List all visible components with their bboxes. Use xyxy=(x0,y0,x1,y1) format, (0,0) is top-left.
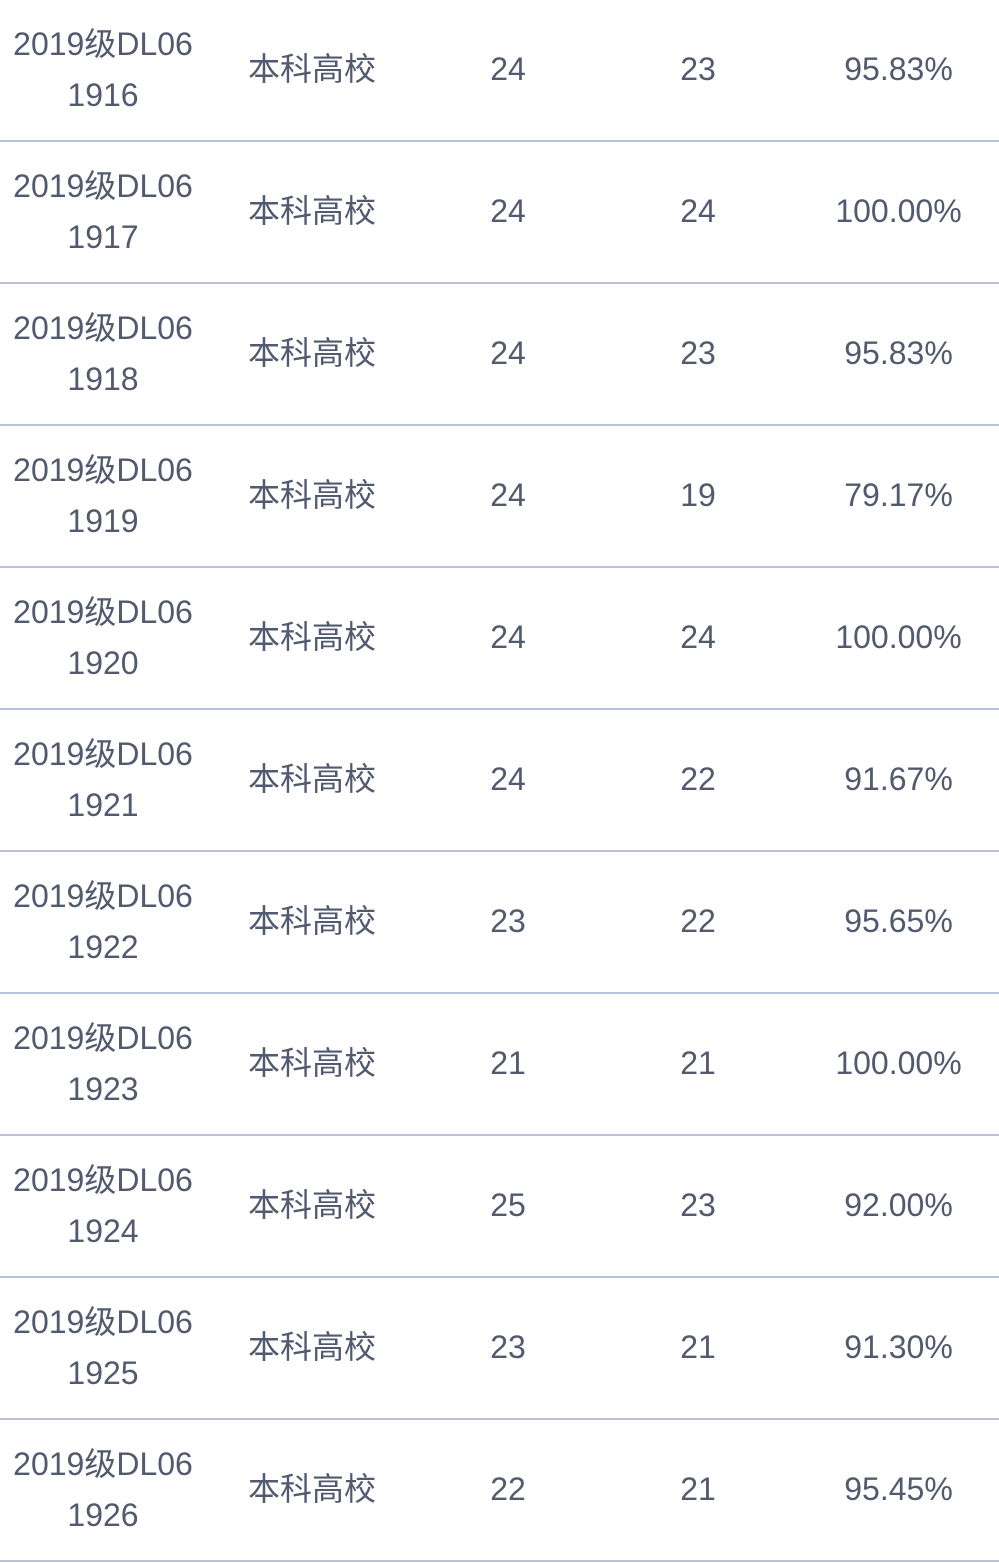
school-type-cell: 本科高校 xyxy=(247,903,376,940)
passed-count-cell: 22 xyxy=(680,903,716,940)
total-count-cell: 24 xyxy=(490,193,526,230)
class-name-line2: 1917 xyxy=(67,219,139,255)
school-type-cell: 本科高校 xyxy=(247,477,376,514)
pass-rate-cell: 95.65% xyxy=(844,903,953,940)
total-count-cell: 24 xyxy=(490,619,526,656)
class-name-line1: 2019级DL06 xyxy=(13,25,193,62)
table-row: 2019级DL06 1923 本科高校 21 21 100.00% xyxy=(0,994,999,1136)
class-name-line2: 1920 xyxy=(67,645,139,681)
class-name-line2: 1916 xyxy=(67,77,139,113)
pass-rate-cell: 91.67% xyxy=(844,761,953,798)
class-name-line2: 1919 xyxy=(67,503,139,539)
table-row: 2019级DL06 1916 本科高校 24 23 95.83% xyxy=(0,0,999,142)
class-name-cell: 2019级DL06 1919 xyxy=(0,445,206,547)
class-name-line2: 1925 xyxy=(67,1355,139,1391)
pass-rate-cell: 95.83% xyxy=(844,335,953,372)
school-type-cell: 本科高校 xyxy=(247,1045,376,1082)
school-type-cell: 本科高校 xyxy=(247,335,376,372)
pass-rate-cell: 92.00% xyxy=(844,1187,953,1224)
total-count-cell: 24 xyxy=(490,51,526,88)
table-row: 2019级DL06 1922 本科高校 23 22 95.65% xyxy=(0,852,999,994)
class-name-cell: 2019级DL06 1916 xyxy=(0,19,206,121)
passed-count-cell: 22 xyxy=(680,761,716,798)
class-name-line1: 2019级DL06 xyxy=(13,735,193,772)
pass-rate-cell: 95.45% xyxy=(844,1471,953,1508)
total-count-cell: 23 xyxy=(490,903,526,940)
total-count-cell: 23 xyxy=(490,1329,526,1366)
table-row: 2019级DL06 1920 本科高校 24 24 100.00% xyxy=(0,568,999,710)
class-name-line2: 1921 xyxy=(67,787,139,823)
pass-rate-cell: 100.00% xyxy=(835,1045,962,1082)
class-name-line1: 2019级DL06 xyxy=(13,877,193,914)
class-name-line1: 2019级DL06 xyxy=(13,1161,193,1198)
school-type-cell: 本科高校 xyxy=(247,761,376,798)
pass-rate-cell: 91.30% xyxy=(844,1329,953,1366)
class-name-cell: 2019级DL06 1925 xyxy=(0,1297,206,1399)
class-name-line2: 1924 xyxy=(67,1213,139,1249)
class-name-cell: 2019级DL06 1926 xyxy=(0,1439,206,1541)
class-name-cell: 2019级DL06 1922 xyxy=(0,871,206,973)
class-name-line1: 2019级DL06 xyxy=(13,1303,193,1340)
class-name-line1: 2019级DL06 xyxy=(13,167,193,204)
class-name-line2: 1918 xyxy=(67,361,139,397)
pass-rate-cell: 79.17% xyxy=(844,477,953,514)
class-name-line1: 2019级DL06 xyxy=(13,1445,193,1482)
total-count-cell: 25 xyxy=(490,1187,526,1224)
school-type-cell: 本科高校 xyxy=(247,51,376,88)
class-name-line2: 1926 xyxy=(67,1497,139,1533)
table-row: 2019级DL06 1924 本科高校 25 23 92.00% xyxy=(0,1136,999,1278)
table-row: 2019级DL06 1926 本科高校 22 21 95.45% xyxy=(0,1420,999,1562)
passed-count-cell: 21 xyxy=(680,1329,716,1366)
class-name-line1: 2019级DL06 xyxy=(13,451,193,488)
table-row: 2019级DL06 1918 本科高校 24 23 95.83% xyxy=(0,284,999,426)
pass-rate-cell: 100.00% xyxy=(835,193,962,230)
class-name-cell: 2019级DL06 1923 xyxy=(0,1013,206,1115)
school-type-cell: 本科高校 xyxy=(247,1471,376,1508)
total-count-cell: 24 xyxy=(490,335,526,372)
total-count-cell: 22 xyxy=(490,1471,526,1508)
table-row: 2019级DL06 1921 本科高校 24 22 91.67% xyxy=(0,710,999,852)
class-name-cell: 2019级DL06 1920 xyxy=(0,587,206,689)
class-name-cell: 2019级DL06 1918 xyxy=(0,303,206,405)
table-row: 2019级DL06 1919 本科高校 24 19 79.17% xyxy=(0,426,999,568)
table-row: 2019级DL06 1917 本科高校 24 24 100.00% xyxy=(0,142,999,284)
passed-count-cell: 21 xyxy=(680,1471,716,1508)
school-type-cell: 本科高校 xyxy=(247,193,376,230)
total-count-cell: 24 xyxy=(490,761,526,798)
passed-count-cell: 24 xyxy=(680,619,716,656)
class-name-line2: 1922 xyxy=(67,929,139,965)
school-type-cell: 本科高校 xyxy=(247,619,376,656)
passed-count-cell: 24 xyxy=(680,193,716,230)
school-type-cell: 本科高校 xyxy=(247,1187,376,1224)
passed-count-cell: 23 xyxy=(680,51,716,88)
passed-count-cell: 21 xyxy=(680,1045,716,1082)
school-type-cell: 本科高校 xyxy=(247,1329,376,1366)
passed-count-cell: 23 xyxy=(680,335,716,372)
class-name-line1: 2019级DL06 xyxy=(13,309,193,346)
table-row: 2019级DL06 1925 本科高校 23 21 91.30% xyxy=(0,1278,999,1420)
total-count-cell: 21 xyxy=(490,1045,526,1082)
total-count-cell: 24 xyxy=(490,477,526,514)
class-name-line1: 2019级DL06 xyxy=(13,593,193,630)
passed-count-cell: 19 xyxy=(680,477,716,514)
class-name-line1: 2019级DL06 xyxy=(13,1019,193,1056)
passed-count-cell: 23 xyxy=(680,1187,716,1224)
pass-rate-cell: 95.83% xyxy=(844,51,953,88)
class-name-cell: 2019级DL06 1921 xyxy=(0,729,206,831)
class-name-cell: 2019级DL06 1924 xyxy=(0,1155,206,1257)
class-name-cell: 2019级DL06 1917 xyxy=(0,161,206,263)
class-name-line2: 1923 xyxy=(67,1071,139,1107)
pass-rate-cell: 100.00% xyxy=(835,619,962,656)
